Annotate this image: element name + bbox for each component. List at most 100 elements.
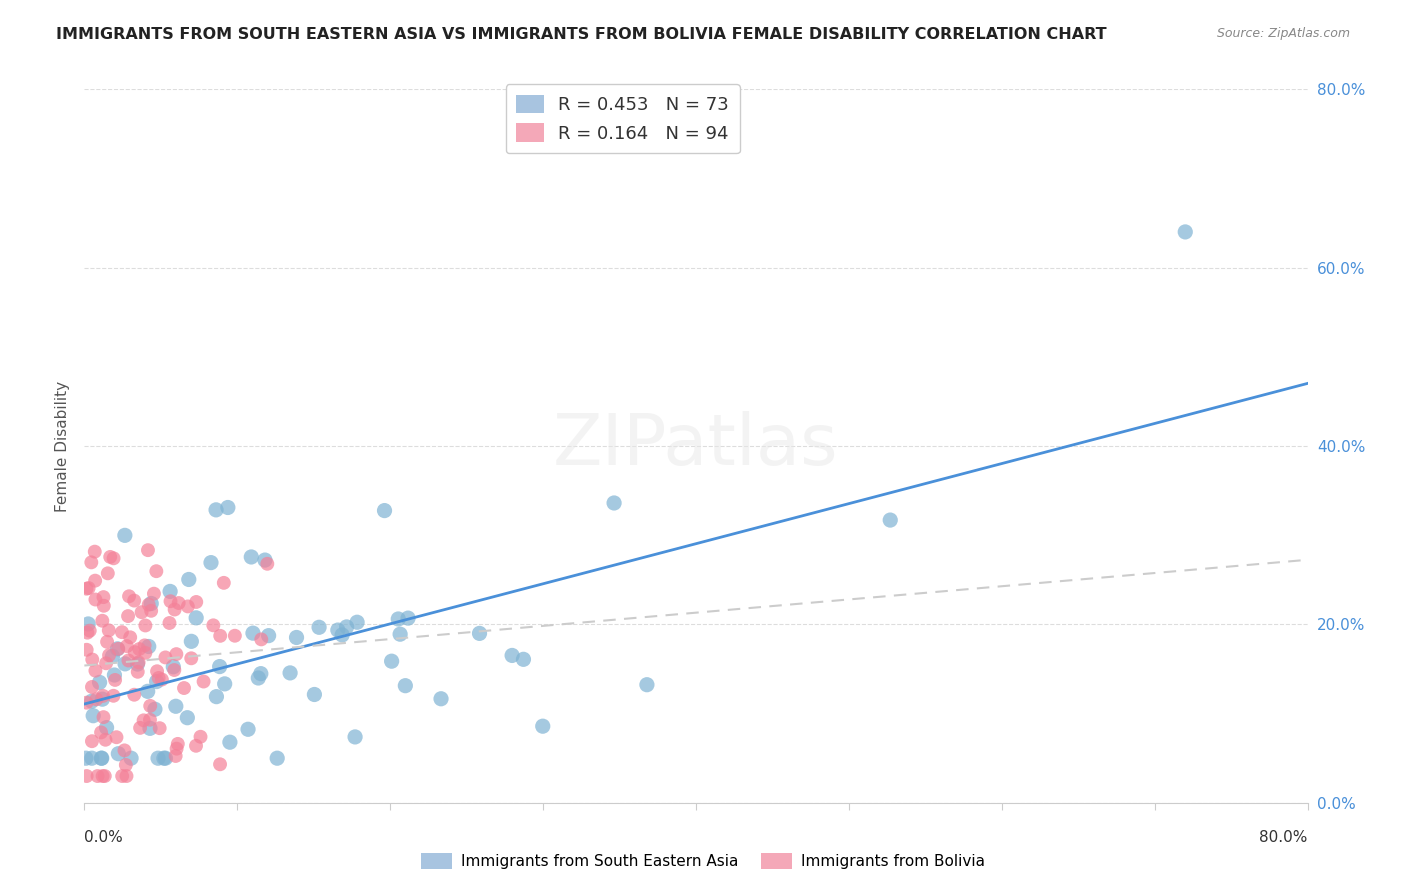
Point (150, 673, 173, 687)
Point (98, 648, 121, 663)
Point (193, 674, 215, 689)
Point (80, 555, 103, 569)
Point (80, 694, 103, 708)
Point (90, 751, 112, 765)
Point (250, 632, 273, 647)
Point (90, 725, 112, 739)
Point (184, 739, 207, 753)
Point (75, 751, 97, 765)
Point (1174, 225, 1197, 239)
Point (394, 679, 416, 693)
Point (96, 721, 118, 735)
Point (103, 668, 125, 682)
Point (105, 730, 128, 744)
Point (202, 618, 225, 632)
Text: Source: ZipAtlas.com: Source: ZipAtlas.com (1216, 27, 1350, 40)
Point (114, 743, 136, 757)
Point (93, 590, 115, 604)
Point (136, 684, 159, 698)
Point (145, 674, 167, 689)
Point (346, 615, 368, 630)
Point (139, 722, 162, 736)
Point (253, 553, 276, 567)
Point (186, 611, 208, 625)
Point (89, 675, 111, 690)
Point (330, 628, 353, 642)
Point (91, 769, 114, 783)
Point (136, 543, 159, 558)
Point (396, 611, 419, 625)
Point (77, 581, 100, 595)
Point (430, 691, 453, 706)
Point (114, 657, 136, 671)
Point (132, 714, 155, 728)
Point (128, 642, 150, 657)
Point (148, 671, 170, 685)
Point (97, 566, 120, 581)
Point (155, 751, 177, 765)
Point (177, 599, 200, 614)
Point (131, 605, 153, 619)
Point (173, 681, 195, 695)
Point (603, 496, 626, 510)
Point (139, 713, 162, 727)
Point (278, 665, 301, 680)
Point (176, 711, 198, 725)
Point (242, 626, 264, 640)
Point (111, 769, 134, 783)
Point (120, 630, 142, 644)
Point (101, 649, 124, 664)
Point (107, 641, 129, 656)
Point (308, 620, 330, 634)
Point (209, 629, 232, 643)
Point (76, 696, 98, 710)
Point (86, 769, 108, 783)
Point (84, 664, 107, 678)
Point (205, 690, 228, 704)
Point (236, 723, 259, 737)
Point (127, 657, 149, 671)
Point (134, 646, 156, 660)
Point (240, 549, 263, 564)
Text: 80.0%: 80.0% (1260, 830, 1308, 845)
Point (209, 757, 232, 772)
Point (146, 665, 169, 679)
Point (94, 769, 117, 783)
Point (162, 659, 184, 673)
Point (219, 735, 242, 749)
Point (107, 641, 129, 656)
Point (91, 692, 114, 706)
Point (80, 751, 103, 765)
Point (82, 708, 104, 723)
Point (159, 615, 181, 630)
Point (165, 699, 187, 714)
Point (212, 575, 235, 590)
Point (200, 556, 222, 570)
Point (285, 631, 308, 645)
Text: ZIPatlas: ZIPatlas (553, 411, 839, 481)
Point (84, 574, 107, 588)
Point (344, 730, 367, 744)
Legend: R = 0.453   N = 73, R = 0.164   N = 94: R = 0.453 N = 73, R = 0.164 N = 94 (506, 84, 740, 153)
Point (118, 589, 141, 603)
Point (134, 639, 156, 653)
Point (80, 680, 103, 694)
Point (205, 503, 228, 517)
Text: 0.0%: 0.0% (84, 830, 124, 845)
Point (142, 587, 165, 601)
Point (86, 692, 108, 706)
Point (107, 747, 129, 761)
Point (208, 659, 231, 673)
Point (180, 634, 202, 648)
Point (134, 618, 156, 632)
Point (501, 648, 523, 663)
Point (114, 758, 136, 772)
Point (141, 597, 163, 611)
Point (127, 665, 149, 679)
Point (190, 730, 212, 744)
Point (98, 549, 121, 564)
Point (93, 599, 115, 613)
Point (381, 654, 404, 668)
Point (217, 500, 239, 515)
Point (103, 689, 125, 703)
